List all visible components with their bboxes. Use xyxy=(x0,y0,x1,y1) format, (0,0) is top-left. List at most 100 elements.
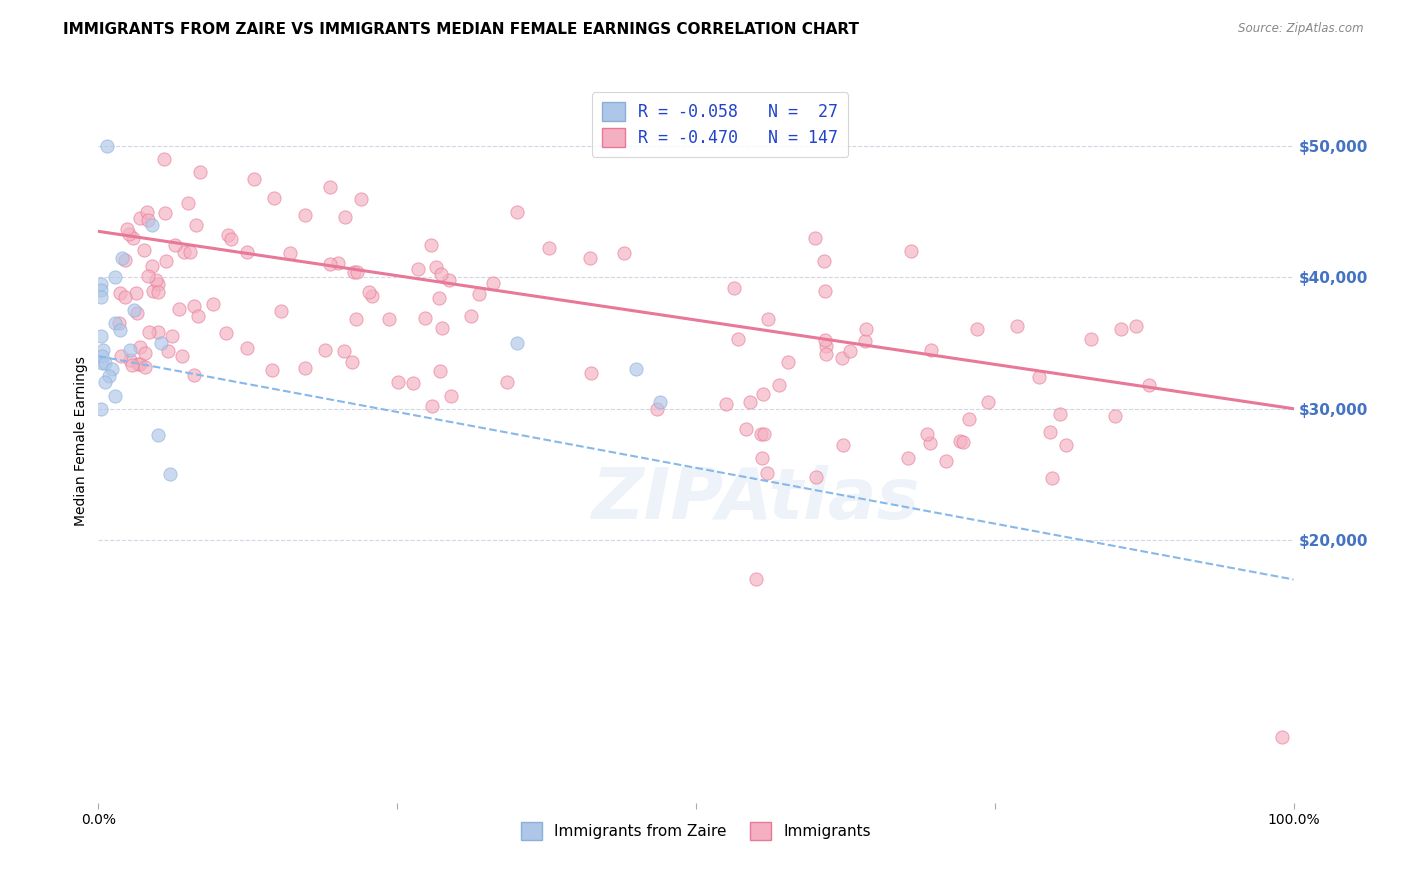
Point xyxy=(129,357,152,371)
Point xyxy=(949,434,972,449)
Point xyxy=(966,322,988,336)
Point xyxy=(318,179,340,194)
Point xyxy=(135,205,157,219)
Point xyxy=(749,426,772,441)
Point xyxy=(167,302,190,317)
Point xyxy=(146,285,169,299)
Point xyxy=(935,454,957,468)
Point xyxy=(425,260,447,274)
Point xyxy=(93,376,115,390)
Point xyxy=(157,344,180,359)
Point xyxy=(814,339,837,353)
Point xyxy=(839,343,862,358)
Point xyxy=(145,273,167,287)
Point xyxy=(1137,377,1160,392)
Point xyxy=(804,231,827,245)
Point xyxy=(855,334,877,348)
Point xyxy=(755,467,778,481)
Point xyxy=(420,399,443,413)
Point xyxy=(626,362,648,376)
Point xyxy=(650,395,672,409)
Point xyxy=(361,289,384,303)
Point xyxy=(125,306,148,320)
Point xyxy=(173,245,195,260)
Point xyxy=(332,344,354,359)
Point xyxy=(91,343,114,357)
Point xyxy=(134,345,156,359)
Point xyxy=(108,286,131,301)
Point xyxy=(430,267,453,281)
Point xyxy=(118,227,141,241)
Point xyxy=(977,394,1000,409)
Point xyxy=(357,285,380,299)
Point xyxy=(183,299,205,313)
Point xyxy=(1039,425,1062,440)
Point xyxy=(813,253,835,268)
Point xyxy=(188,165,211,179)
Point xyxy=(260,362,283,376)
Point xyxy=(752,386,775,401)
Point xyxy=(468,286,491,301)
Point xyxy=(831,351,853,365)
Point xyxy=(387,375,409,389)
Point xyxy=(460,309,482,323)
Point xyxy=(957,411,980,425)
Point xyxy=(900,244,922,258)
Point xyxy=(129,340,152,354)
Point xyxy=(814,347,837,361)
Point xyxy=(94,356,117,370)
Point xyxy=(294,208,316,222)
Point xyxy=(104,316,127,330)
Point xyxy=(745,573,768,587)
Point xyxy=(117,221,139,235)
Point xyxy=(142,284,165,298)
Point xyxy=(340,355,363,369)
Point xyxy=(146,277,169,291)
Point xyxy=(217,228,239,243)
Point xyxy=(645,401,668,416)
Point xyxy=(427,291,450,305)
Point xyxy=(155,253,177,268)
Point xyxy=(91,349,114,363)
Point xyxy=(429,364,451,378)
Point xyxy=(1271,730,1294,744)
Point xyxy=(613,246,636,260)
Point xyxy=(134,244,156,258)
Point xyxy=(150,336,173,351)
Point xyxy=(751,450,773,465)
Point xyxy=(127,357,149,371)
Point xyxy=(406,262,429,277)
Point xyxy=(344,311,367,326)
Point xyxy=(506,336,529,351)
Point xyxy=(813,284,835,298)
Point xyxy=(90,284,112,298)
Point xyxy=(121,230,143,244)
Point xyxy=(1125,319,1147,334)
Point xyxy=(496,375,519,389)
Point xyxy=(855,322,877,336)
Point xyxy=(146,325,169,339)
Point xyxy=(215,326,238,340)
Point xyxy=(776,355,799,369)
Point xyxy=(319,258,342,272)
Point xyxy=(1028,369,1050,384)
Point xyxy=(236,341,259,355)
Point xyxy=(1005,318,1028,333)
Point xyxy=(897,451,920,466)
Point xyxy=(727,332,749,346)
Point xyxy=(1109,322,1132,336)
Point xyxy=(125,286,148,301)
Point xyxy=(176,195,198,210)
Point xyxy=(952,435,974,450)
Point xyxy=(346,265,368,279)
Y-axis label: Median Female Earnings: Median Female Earnings xyxy=(75,357,89,526)
Text: IMMIGRANTS FROM ZAIRE VS IMMIGRANTS MEDIAN FEMALE EARNINGS CORRELATION CHART: IMMIGRANTS FROM ZAIRE VS IMMIGRANTS MEDI… xyxy=(63,22,859,37)
Point xyxy=(90,277,112,291)
Point xyxy=(326,256,349,270)
Point xyxy=(153,152,176,166)
Point xyxy=(915,427,938,442)
Point xyxy=(378,311,401,326)
Point xyxy=(97,368,120,383)
Point xyxy=(134,360,156,375)
Point xyxy=(579,367,602,381)
